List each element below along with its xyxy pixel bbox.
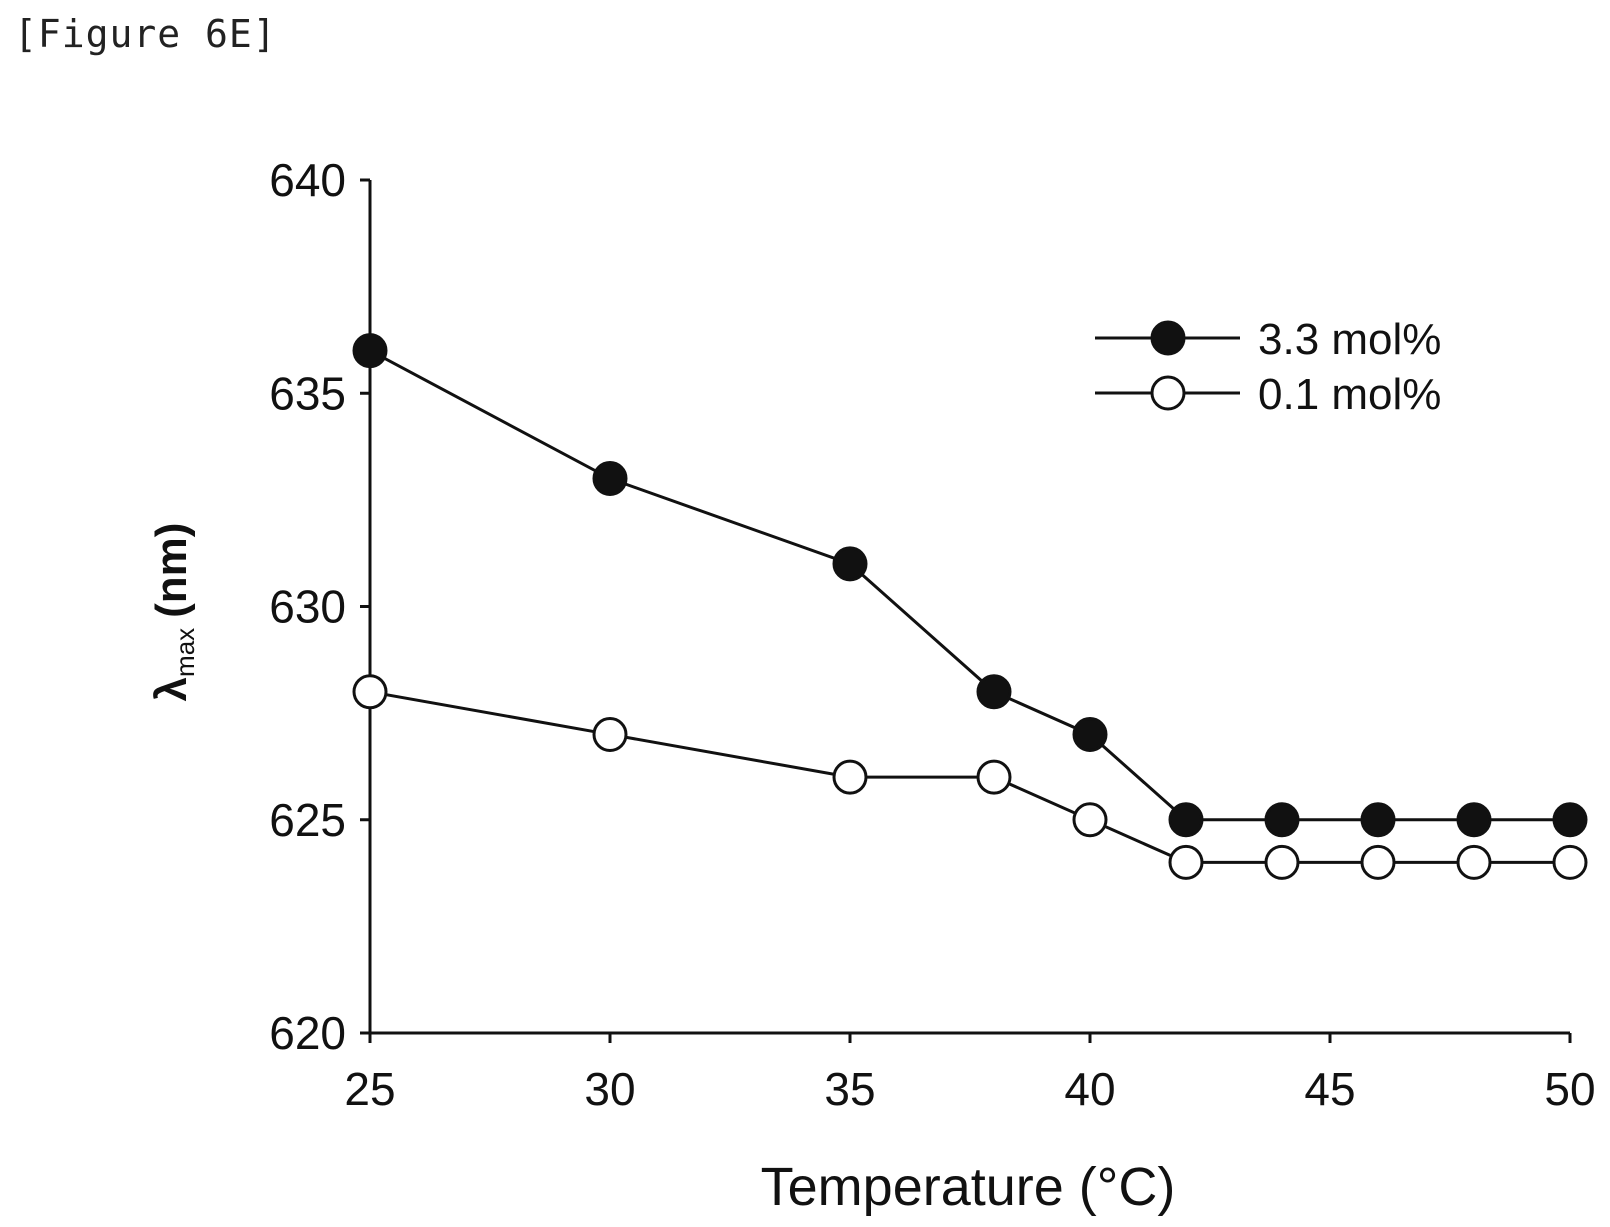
legend-entry-series-2: 0.1 mol% [1095, 370, 1441, 419]
legend-label-series-2: 0.1 mol% [1258, 370, 1441, 419]
data-point [1264, 802, 1300, 838]
y-tick-label: 625 [269, 794, 346, 846]
series-2 [352, 674, 1588, 880]
data-point [1168, 844, 1204, 880]
data-point [832, 759, 868, 795]
y-tick-label: 640 [269, 154, 346, 206]
data-point [1552, 802, 1588, 838]
data-point [592, 461, 628, 497]
data-point [976, 674, 1012, 710]
data-point [352, 674, 388, 710]
chart-axes [368, 180, 1570, 1035]
y-tick-label: 635 [269, 367, 346, 419]
svg-text:λmax(nm): λmax (nm) [147, 523, 200, 702]
x-tick-label: 40 [1064, 1063, 1115, 1115]
series-line [369, 690, 1570, 864]
data-point [592, 716, 628, 752]
x-axis-title: Temperature (°C) [761, 1157, 1176, 1217]
y-axis-unit: (nm) [147, 523, 196, 618]
figure-label: [Figure 6E] [14, 12, 277, 56]
data-point [1360, 844, 1396, 880]
y-axis-ticks: 620 625 630 635 640 [269, 154, 370, 1059]
legend-label-series-1: 3.3 mol% [1258, 315, 1441, 364]
data-point [1552, 844, 1588, 880]
data-point [976, 759, 1012, 795]
legend: 3.3 mol% 0.1 mol% [1095, 315, 1441, 419]
data-point [1456, 802, 1492, 838]
x-tick-label: 25 [344, 1063, 395, 1115]
y-axis-title: λmax (nm) [147, 523, 200, 702]
data-point [352, 333, 388, 369]
y-axis-symbol: λ [147, 677, 196, 701]
y-tick-label: 630 [269, 581, 346, 633]
data-point [1456, 844, 1492, 880]
legend-entry-series-1: 3.3 mol% [1095, 315, 1441, 364]
y-tick-label: 620 [269, 1007, 346, 1059]
legend-marker-filled-circle [1150, 320, 1186, 356]
data-point [832, 546, 868, 582]
data-point [1072, 802, 1108, 838]
series-1 [352, 333, 1588, 838]
x-tick-label: 45 [1304, 1063, 1355, 1115]
data-point [1264, 844, 1300, 880]
series-line [369, 349, 1570, 822]
series-layer [352, 333, 1588, 880]
legend-marker-open-circle [1150, 375, 1186, 411]
x-tick-label: 50 [1544, 1063, 1595, 1115]
x-tick-label: 30 [584, 1063, 635, 1115]
x-axis-ticks: 25 30 35 40 45 50 [344, 1033, 1596, 1115]
x-tick-label: 35 [824, 1063, 875, 1115]
data-point [1168, 802, 1204, 838]
data-point [1360, 802, 1396, 838]
y-axis-subscript: max [170, 628, 200, 677]
data-point [1072, 716, 1108, 752]
